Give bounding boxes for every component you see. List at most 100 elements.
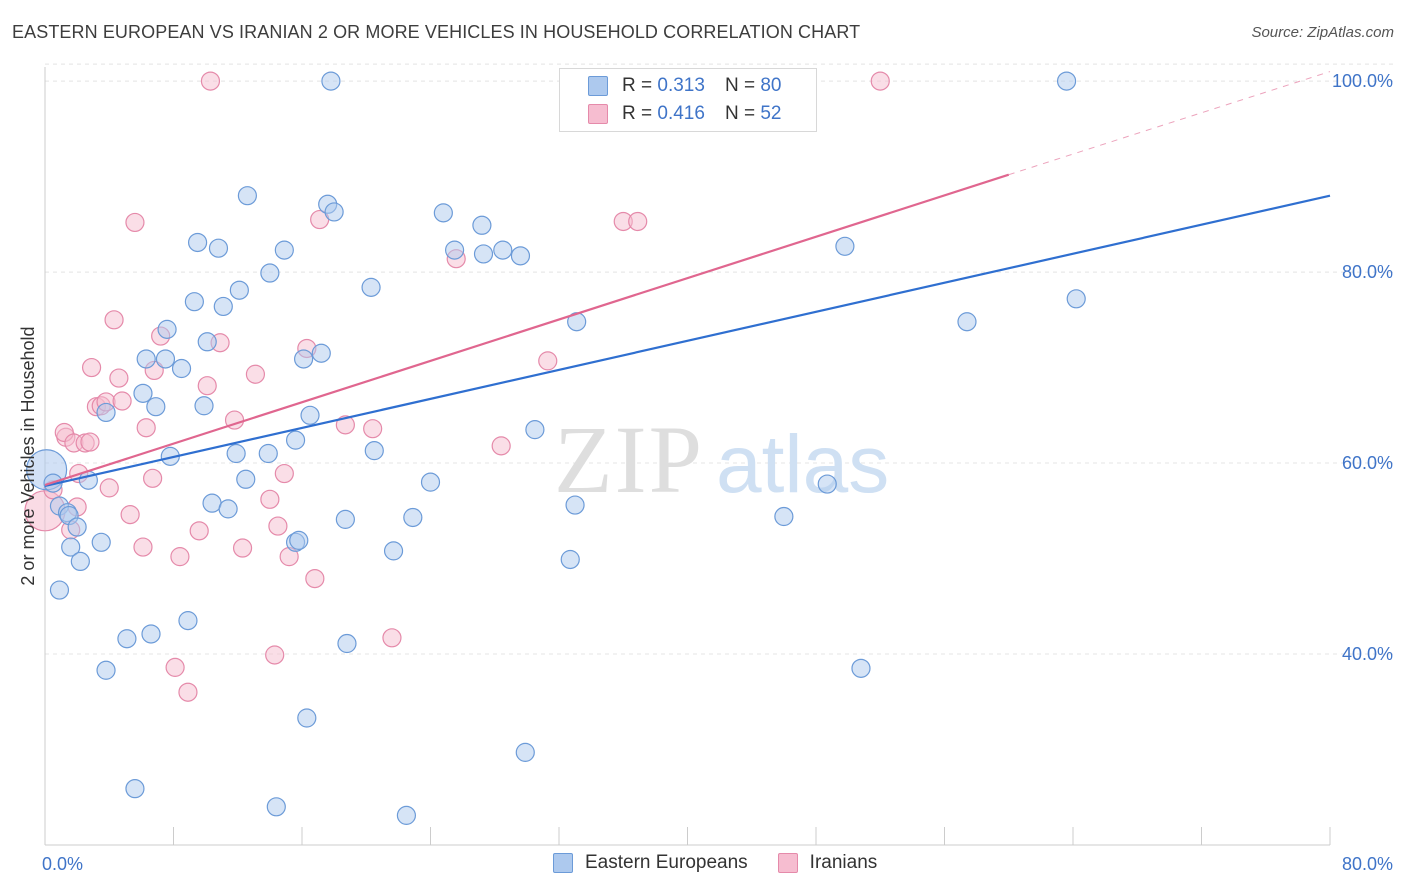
eastern-europeans-point [311,343,331,363]
eastern-europeans-point [1066,289,1086,309]
eastern-europeans-point [957,312,977,332]
iranians-point [382,628,402,648]
iranians-point [136,418,156,438]
iranians-point [274,463,294,484]
eastern-europeans-point [236,469,256,489]
iranians-point [232,538,253,558]
legend-n-label: N = [724,103,756,124]
eastern-europeans-point [510,246,531,266]
legend-row-eastern-europeans: R = 0.313 N = 80 [588,73,781,99]
eastern-europeans-point [774,506,794,527]
legend-r-label: R = [622,75,653,96]
eastern-europeans-point [266,797,286,817]
eastern-europeans-point [226,443,246,464]
y-tick-label: 40.0% [1342,644,1393,664]
iranians-point [491,436,511,456]
iranians-trend-line [44,173,1010,487]
iranians-point [200,71,221,91]
eastern-europeans-point [300,405,320,425]
eastern-europeans-point [420,472,441,492]
iranians-point [260,489,280,509]
eastern-europeans-point [321,71,341,91]
iranians-point [109,368,129,388]
series-swatch-blue [553,853,573,873]
eastern-europeans-point [444,240,465,260]
legend-n-value: 80 [760,75,782,96]
gridlines [45,63,1395,655]
eastern-europeans-point [49,580,70,600]
eastern-europeans-point [187,232,208,253]
eastern-europeans-point [91,532,111,552]
legend-r-value: 0.313 [657,75,705,96]
eastern-europeans-point [473,244,494,264]
iranians-point [104,310,124,330]
eastern-europeans-point [197,332,217,352]
eastern-europeans-point [202,493,222,513]
watermark-atlas: atlas [716,419,889,510]
eastern-europeans-point [396,805,417,825]
eastern-europeans-point [337,633,357,654]
iranians-point [133,537,153,557]
chart-title: EASTERN EUROPEAN VS IRANIAN 2 OR MORE VE… [12,22,861,42]
iranians-trend-extension [1008,71,1331,176]
eastern-europeans-point [851,658,871,678]
iranians-point [628,211,648,232]
watermark-zip: ZIP [554,406,704,513]
iranians-point [80,432,100,452]
iranians-point [112,391,132,411]
y-tick-label: 60.0% [1342,453,1393,473]
eastern-europeans-point [157,319,177,339]
iranians-points [24,71,890,702]
series-legend-eastern-europeans[interactable]: Eastern Europeans [553,852,748,874]
x-tick-label: 0.0% [42,854,83,874]
x-tick-label: 80.0% [1342,854,1393,874]
eastern-europeans-point [218,499,238,519]
eastern-europeans-point [96,402,116,423]
eastern-europeans-point [324,202,344,222]
series-legend-iranians[interactable]: Iranians [777,852,878,874]
iranians-point [268,516,288,536]
eastern-europeans-point [560,549,580,570]
trend-lines [44,71,1331,488]
eastern-europeans-point [260,263,280,283]
eastern-europeans-point [136,349,156,369]
eastern-europeans-point [835,236,855,256]
eastern-europeans-point [294,349,314,369]
eastern-europeans-point [133,383,153,403]
iranians-point [143,468,163,488]
eastern-europeans-point [258,443,278,464]
eastern-europeans-point [229,280,249,300]
eastern-europeans-point [403,507,423,528]
eastern-europeans-point [146,397,166,417]
legend-row-iranians: R = 0.416 N = 52 [588,101,781,127]
iranians-point [265,645,285,665]
tick-labels: 40.0% 60.0% 80.0% 100.0% 0.0% 80.0% [42,71,1393,874]
eastern-europeans-point [297,708,317,728]
eastern-europeans-point [117,629,137,649]
legend-r-label: R = [622,103,653,124]
eastern-europeans-point [141,624,161,644]
series-label-iranians: Iranians [809,852,878,873]
eastern-europeans-point [364,441,384,461]
iranians-point [120,505,140,525]
series-legend: Eastern Europeans Iranians [553,852,907,874]
eastern-europeans-point [208,238,229,258]
eastern-europeans-point [285,430,306,450]
eastern-europeans-point [237,186,257,206]
series-swatch-pink [777,853,798,873]
iranians-point [99,478,119,498]
series-label-eastern-europeans: Eastern Europeans [585,852,748,873]
eastern-europeans-point [70,551,90,572]
eastern-europeans-point [194,396,214,416]
eastern-europeans-trend-line [44,194,1331,488]
iranians-point [363,419,383,439]
iranians-point [165,657,185,677]
eastern-europeans-point [289,530,309,550]
correlation-legend: R = 0.313 N = 80 R = 0.416 N = 52 [559,68,817,132]
legend-n-value: 52 [760,103,782,124]
eastern-europeans-point [525,420,545,440]
iranians-point [81,357,102,378]
eastern-europeans-point [178,611,198,631]
iranians-point [197,376,217,396]
